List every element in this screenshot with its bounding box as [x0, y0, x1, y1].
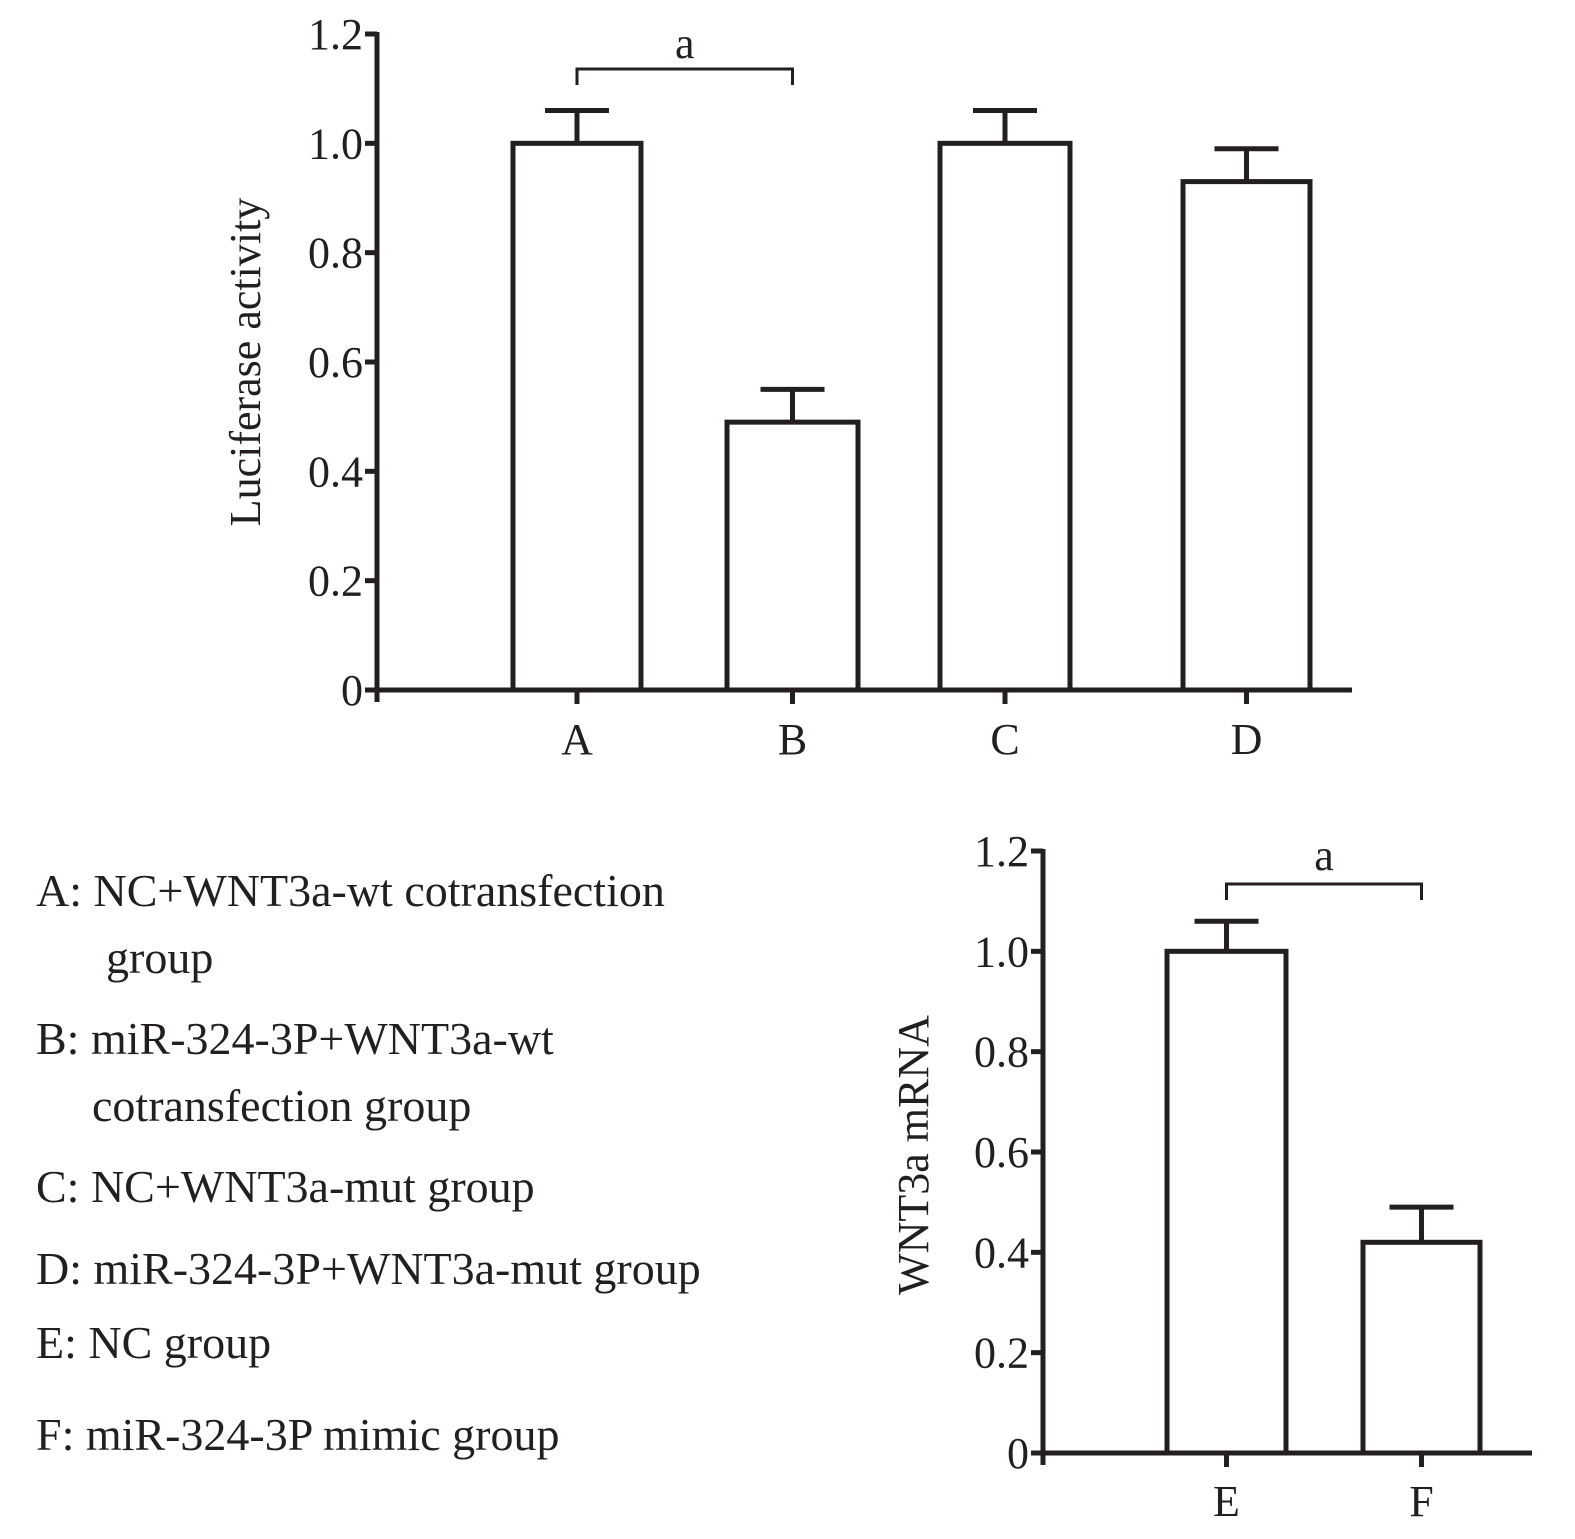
y-tick-label: 1.2 — [974, 827, 1029, 876]
category-label-d: D — [1231, 715, 1263, 764]
y-tick-label: 1.0 — [974, 927, 1029, 976]
significance-label: a — [675, 19, 695, 68]
legend-e: E: NC group — [36, 1317, 271, 1368]
y-tick-label: 0.4 — [974, 1228, 1029, 1277]
y-tick-label: 0 — [341, 666, 363, 715]
legend-c: C: NC+WNT3a-mut group — [36, 1161, 535, 1212]
group-legend: A: NC+WNT3a-wt cotransfection group B: m… — [36, 865, 701, 1460]
y-tick-label: 0.6 — [974, 1128, 1029, 1177]
bar-e — [1164, 948, 1289, 1456]
bar-f — [1360, 1239, 1483, 1456]
y-tick-label: 0.2 — [308, 557, 363, 606]
y-tick-label: 1.0 — [308, 119, 363, 168]
y-axis-title: Luciferase activity — [221, 198, 270, 527]
bar-d — [1180, 179, 1313, 693]
category-label-a: A — [561, 715, 593, 764]
category-label-f: F — [1409, 1477, 1433, 1526]
y-tick-label: 0.8 — [974, 1028, 1029, 1077]
significance-bracket — [1225, 882, 1423, 900]
category-label-c: C — [990, 715, 1019, 764]
y-axis-title: WNT3a mRNA — [889, 1015, 938, 1295]
category-label-e: E — [1213, 1477, 1240, 1526]
category-label-b: B — [778, 715, 807, 764]
legend-d: D: miR-324-3P+WNT3a-mut group — [36, 1243, 701, 1294]
significance-bracket — [575, 67, 794, 85]
y-tick-label: 1.2 — [308, 10, 363, 59]
legend-b-line-2: cotransfection group — [92, 1080, 471, 1131]
wnt3a-mrna-chart: 0 0.2 0.4 0.6 0.8 1.0 1.2 WNT3a mRNA E Fa — [889, 827, 1532, 1526]
bar-a — [510, 140, 644, 693]
y-tick-label: 0.4 — [308, 447, 363, 496]
legend-a-line-2: group — [106, 932, 213, 983]
y-tick-label: 0.6 — [308, 338, 363, 387]
bar-b — [724, 419, 861, 693]
y-tick-label: 0.2 — [974, 1329, 1029, 1378]
legend-f: F: miR-324-3P mimic group — [36, 1409, 559, 1460]
y-tick-label: 0 — [1007, 1429, 1029, 1478]
luciferase-activity-chart: 0 0.2 0.4 0.6 0.8 1.0 1.2 Luciferase activity A B… — [221, 10, 1352, 764]
y-tick-label: 0.8 — [308, 229, 363, 278]
legend-b-line-1: B: miR-324-3P+WNT3a-wt — [36, 1013, 554, 1064]
bar-c — [937, 140, 1073, 693]
legend-a-line-1: A: NC+WNT3a-wt cotransfection — [36, 865, 665, 916]
significance-label: a — [1314, 831, 1334, 880]
